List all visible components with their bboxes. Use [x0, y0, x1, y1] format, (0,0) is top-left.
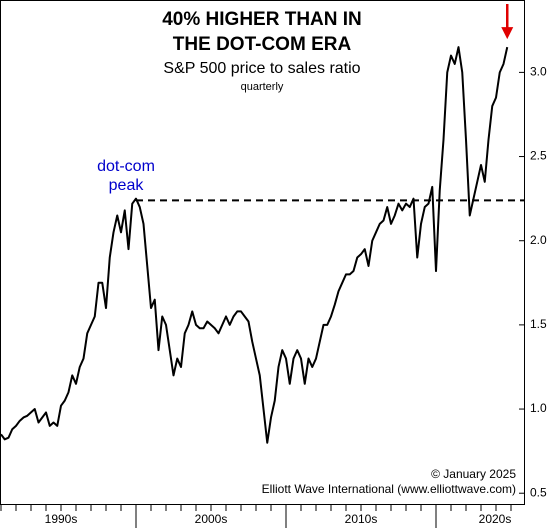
data-line — [0, 46, 509, 444]
y-tick-label: 2.5 — [530, 149, 547, 163]
reference-label: peak — [109, 177, 145, 194]
subtitle: S&P 500 price to sales ratio — [163, 60, 360, 77]
x-decade-label: 2010s — [345, 512, 378, 526]
y-tick-label: 1.0 — [530, 401, 547, 415]
x-decade-label: 2020s — [479, 512, 512, 526]
frequency-note: quarterly — [241, 81, 284, 93]
y-tick-label: 0.5 — [530, 485, 547, 499]
y-tick-label: 3.0 — [530, 65, 547, 79]
copyright: © January 2025 — [431, 467, 516, 481]
reference-label: dot-com — [97, 158, 155, 175]
chart-title: THE DOT-COM ERA — [173, 34, 352, 55]
chart-title: 40% HIGHER THAN IN — [162, 9, 362, 30]
y-tick-label: 1.5 — [530, 317, 547, 331]
arrow-head — [501, 27, 514, 40]
y-tick-label: 2.0 — [530, 233, 547, 247]
source: Elliott Wave International (www.elliottw… — [262, 482, 516, 496]
x-decade-label: 2000s — [195, 512, 228, 526]
plot-frame — [0, 0, 525, 505]
x-decade-label: 1990s — [45, 512, 78, 526]
